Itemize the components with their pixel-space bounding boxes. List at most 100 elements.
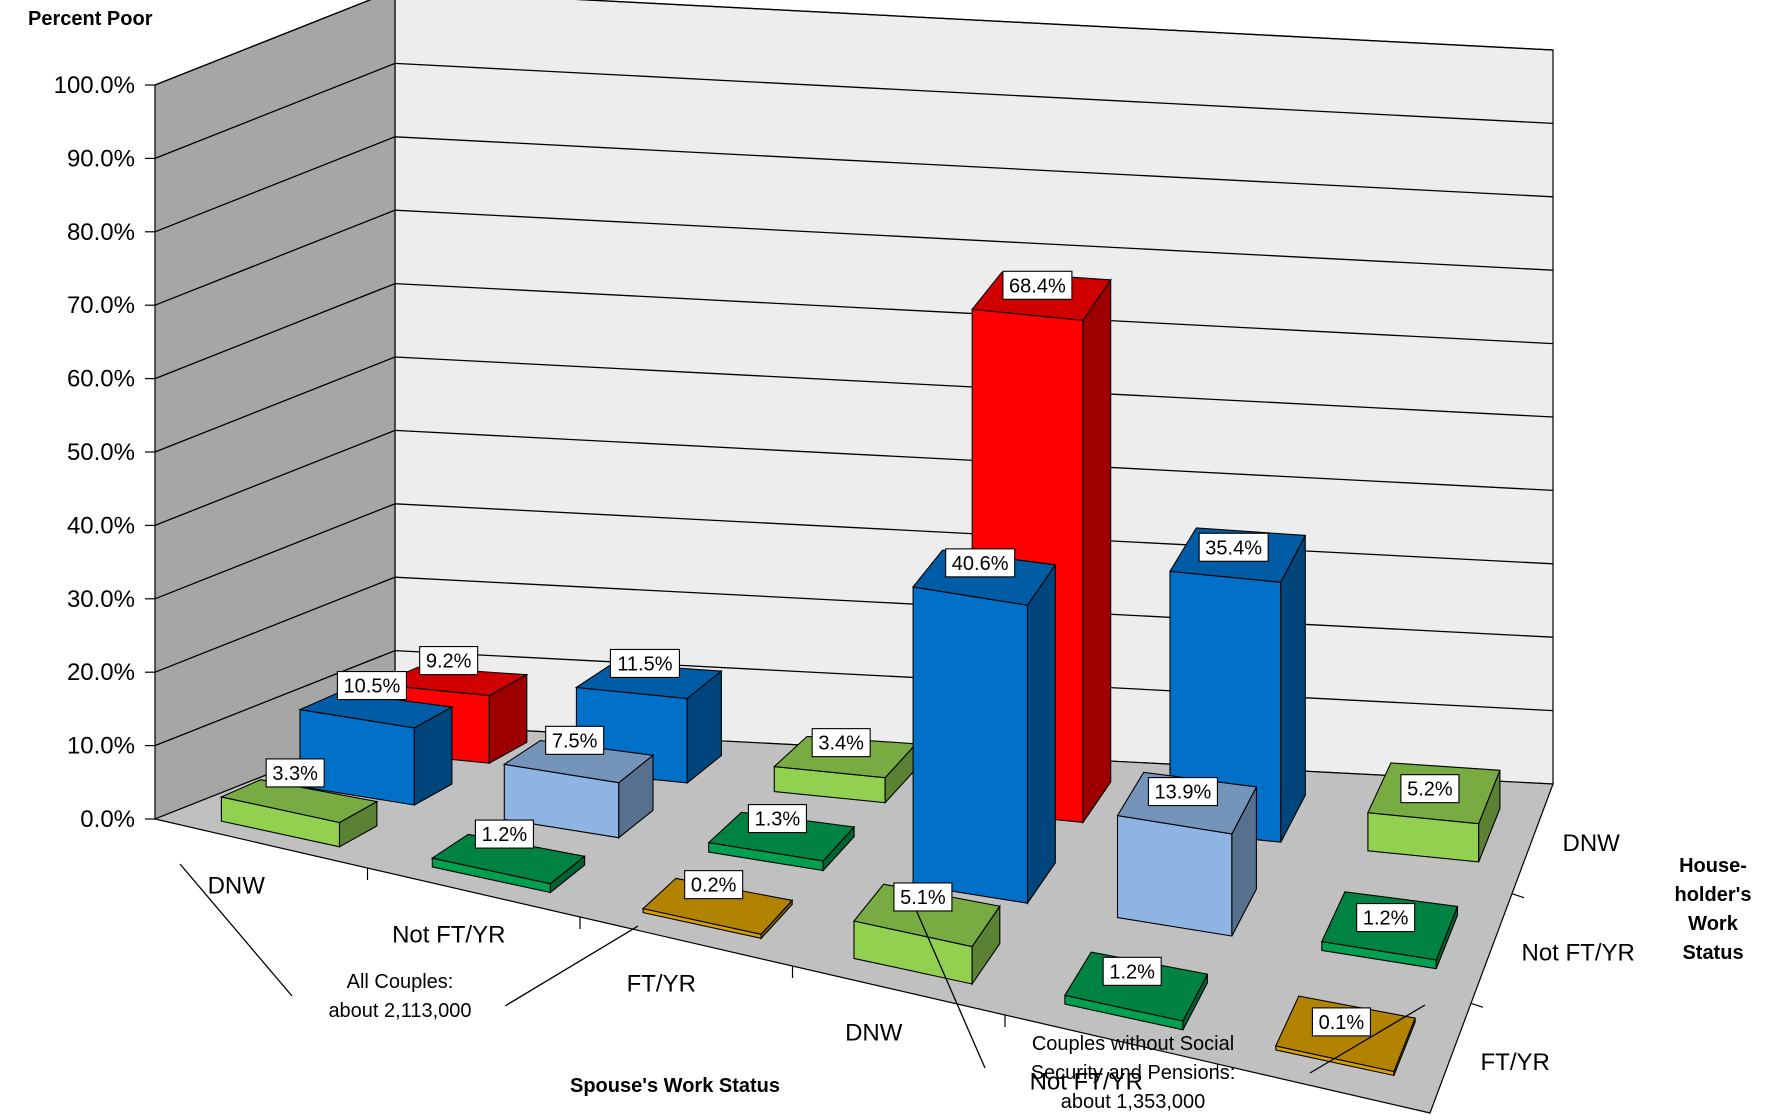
y-tick-label: 90.0% (67, 145, 135, 172)
gridline (154, 0, 1554, 86)
data-label-box (419, 646, 479, 676)
bar-top (707, 811, 856, 862)
x-tick-label: FT/YR (1264, 1118, 1333, 1120)
x-tick-label: DNW (845, 1020, 903, 1047)
y-axis-ticks: 0.0% 10.0% 20.0% 30.0% 40.0% 50.0% 60.0% 70.0% 8… (54, 72, 155, 833)
bar (707, 811, 856, 872)
data-label: 0.2% (684, 870, 744, 900)
data-label-box (684, 870, 744, 900)
data-label: 1.2% (1356, 903, 1416, 933)
data-label: 13.9% (1147, 777, 1218, 807)
data-label-box (1002, 270, 1073, 300)
z-tick-mark (1511, 893, 1525, 899)
data-label-box (893, 882, 953, 912)
bar (219, 779, 379, 848)
data-label-text: 1.2% (1109, 961, 1155, 983)
y-tick-label: 60.0% (67, 366, 135, 393)
group-leader-line (1309, 1004, 1426, 1074)
bar-front (1116, 814, 1233, 937)
bar-front (912, 586, 1029, 904)
data-label-box (1356, 903, 1416, 933)
data-label: 10.5% (336, 671, 407, 701)
group-label-line: about 2,113,000 (328, 1000, 471, 1022)
depth-axis-labels: DNW Not FT/YR FT/YR House-holder's Work Statu… (1470, 830, 1752, 1076)
data-label: 1.3% (747, 804, 807, 834)
data-label-text: 11.5% (617, 653, 672, 675)
y-tick-label: 30.0% (67, 586, 135, 613)
data-label: 35.4% (1198, 532, 1269, 562)
data-label-box (545, 725, 605, 755)
y-tick-label: 100.0% (54, 72, 135, 99)
bar-top (298, 691, 454, 729)
group-label-line: about 1,353,000 (1061, 1091, 1206, 1113)
bar-side (1082, 278, 1112, 825)
data-label-box (265, 758, 325, 788)
data-label: 11.5% (609, 648, 680, 678)
data-label: 1.2% (1102, 956, 1162, 986)
data-label-box (811, 728, 871, 758)
bar-top (219, 779, 379, 824)
data-label-text: 5.1% (900, 887, 946, 909)
x-tick-label: Not FT/YR (1030, 1069, 1143, 1096)
gridline (154, 649, 1554, 747)
data-label-box (1147, 777, 1218, 807)
bar-side (1026, 563, 1056, 905)
group-leader-line (179, 863, 293, 997)
data-label-text: 10.5% (344, 676, 401, 698)
data-label: 7.5% (545, 725, 605, 755)
data-label-text: 5.2% (1407, 779, 1453, 801)
group-label: Couples without Social Security and Pensi… (1031, 1033, 1236, 1113)
group-labels: All Couples: about 2,113,000 Couples witho… (179, 863, 1426, 1113)
y-tick-label: 50.0% (67, 439, 135, 466)
y-tick-label: 0.0% (80, 806, 135, 833)
data-label-text: 40.6% (952, 553, 1009, 575)
gridline (154, 576, 1554, 673)
data-label: 3.4% (811, 728, 871, 758)
data-label-box (747, 804, 807, 834)
data-label: 68.4% (1002, 270, 1073, 300)
category-labels: DNW Not FT/YR FT/YR DNW Not FT/YR FT/YR (208, 868, 1333, 1120)
z-axis-title-line: holder's (1675, 884, 1752, 906)
data-label: 3.3% (265, 758, 325, 788)
bar-top (641, 877, 794, 935)
group-label-line: All Couples: (347, 971, 454, 993)
gridline (154, 62, 1554, 160)
y-axis-title: Percent Poor (28, 8, 153, 30)
data-label: 40.6% (945, 548, 1016, 578)
data-label-box (609, 648, 680, 678)
z-tick-label: FT/YR (1481, 1049, 1550, 1076)
bar-side (1280, 535, 1306, 843)
data-label-box (1102, 956, 1162, 986)
data-label: 1.2% (474, 819, 534, 849)
bar-top (853, 883, 1001, 948)
data-label-box (474, 819, 534, 849)
group-label-line: Couples without Social (1032, 1033, 1234, 1055)
x-axis-title: Spouse's Work Status (570, 1075, 780, 1097)
data-label-text: 9.2% (426, 651, 472, 673)
data-label-box (945, 548, 1016, 578)
z-axis-title-line: Work (1688, 913, 1739, 935)
data-label-box (336, 671, 407, 701)
y-tick-label: 40.0% (67, 512, 135, 539)
data-label-box (1400, 774, 1460, 804)
y-tick-label: 80.0% (67, 219, 135, 246)
bar (641, 877, 794, 940)
z-tick-label: DNW (1563, 830, 1621, 857)
data-label-text: 1.3% (755, 809, 801, 831)
bar (912, 549, 1057, 905)
y-tick-label: 10.0% (67, 733, 135, 760)
bar (298, 691, 454, 806)
bar (430, 833, 586, 894)
bar-top (1064, 951, 1209, 1022)
group-label-line: Security and Pensions: (1031, 1062, 1236, 1084)
data-label-box (1311, 1007, 1371, 1037)
gridline (154, 282, 1554, 380)
bar-top (502, 740, 655, 784)
data-label-text: 1.2% (1363, 908, 1409, 930)
z-axis-title-line: House- (1679, 855, 1747, 877)
y-tick-label: 20.0% (67, 659, 135, 686)
gridline (154, 503, 1554, 600)
data-label-text: 0.2% (691, 875, 737, 897)
data-label-text: 0.1% (1319, 1012, 1365, 1034)
data-label: 9.2% (419, 646, 479, 676)
